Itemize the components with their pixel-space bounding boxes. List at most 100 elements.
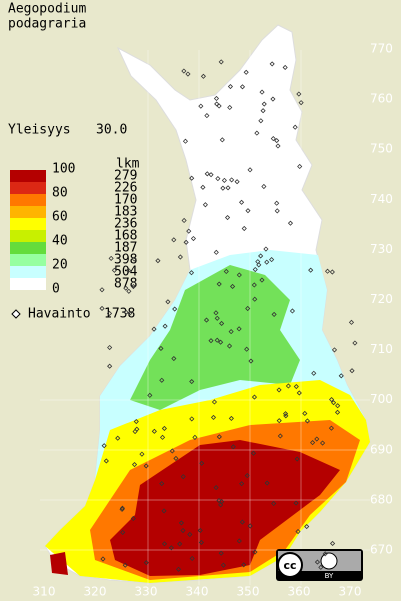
observation-symbol bbox=[159, 377, 165, 383]
observation-symbol bbox=[275, 143, 281, 149]
observation-symbol bbox=[264, 480, 270, 486]
observation-symbol bbox=[330, 540, 336, 547]
observation-symbol bbox=[236, 326, 242, 332]
observation-symbol bbox=[204, 171, 210, 177]
observation-symbol bbox=[314, 559, 321, 565]
legend-scale-label: 60 bbox=[52, 210, 68, 225]
observation-symbol bbox=[107, 363, 113, 369]
observation-symbol bbox=[245, 305, 251, 312]
zone-red-sw bbox=[50, 552, 68, 575]
observation-symbol bbox=[200, 184, 206, 190]
observation-symbol bbox=[314, 436, 320, 442]
legend-band bbox=[10, 218, 46, 230]
legend-band bbox=[10, 194, 46, 206]
observation-symbol bbox=[318, 564, 324, 570]
observation-symbol bbox=[126, 288, 132, 294]
observation-symbol bbox=[171, 355, 177, 362]
observation-symbol bbox=[213, 485, 219, 491]
observation-symbol bbox=[219, 320, 225, 327]
observation-symbol bbox=[263, 246, 269, 252]
x-axis-label: 350 bbox=[237, 585, 260, 599]
observation-symbol bbox=[328, 425, 334, 431]
observation-symbol bbox=[298, 100, 304, 106]
observation-symbol bbox=[134, 426, 140, 432]
legend-band bbox=[10, 266, 46, 278]
legend-band bbox=[10, 182, 46, 194]
observation-symbol bbox=[122, 562, 128, 568]
observation-symbol bbox=[183, 239, 189, 245]
observation-symbol bbox=[203, 317, 210, 323]
observation-symbol bbox=[261, 183, 267, 190]
observation-symbol bbox=[213, 95, 220, 102]
observation-symbol bbox=[181, 68, 187, 74]
y-axis-label: 690 bbox=[370, 442, 393, 456]
legend-count: 878 bbox=[114, 277, 137, 292]
observation-symbol bbox=[229, 177, 235, 183]
observation-symbol bbox=[218, 502, 224, 508]
by-text: BY bbox=[325, 572, 334, 580]
observation-symbol bbox=[218, 59, 224, 65]
observation-symbol bbox=[239, 199, 245, 205]
observation-symbol bbox=[172, 306, 178, 312]
observation-symbol bbox=[199, 460, 205, 466]
x-axis-label: 360 bbox=[288, 585, 311, 599]
observation-symbol bbox=[161, 541, 168, 547]
legend-count: 168 bbox=[114, 229, 137, 244]
observation-symbol bbox=[296, 91, 302, 97]
observation-symbol bbox=[130, 283, 136, 290]
observation-symbol bbox=[147, 392, 153, 398]
observation-symbol bbox=[182, 138, 189, 144]
observation-symbol bbox=[260, 108, 266, 114]
observation-symbol bbox=[216, 434, 222, 440]
observation-symbol bbox=[269, 61, 275, 67]
observation-symbol bbox=[185, 71, 191, 77]
observation-symbol bbox=[139, 451, 145, 457]
frequency-value: 30.0 bbox=[96, 123, 127, 138]
observation-symbol bbox=[241, 562, 247, 568]
observation-symbol bbox=[251, 282, 257, 288]
observation-symbol bbox=[131, 256, 137, 262]
observation-symbol bbox=[186, 228, 192, 234]
observation-symbol bbox=[123, 309, 129, 315]
observation-symbol bbox=[216, 281, 222, 287]
legend-band bbox=[10, 206, 46, 218]
observation-symbol bbox=[251, 394, 258, 400]
observation-symbol bbox=[101, 443, 107, 449]
observation-symbol bbox=[197, 527, 203, 534]
observation-symbol bbox=[227, 104, 233, 111]
observation-symbol bbox=[338, 373, 344, 379]
observation-symbol bbox=[310, 440, 316, 446]
observation-symbol bbox=[177, 254, 183, 260]
observation-symbol bbox=[261, 101, 267, 107]
observation-symbol bbox=[11, 309, 21, 319]
legend-count: 187 bbox=[114, 241, 137, 256]
observation-symbol bbox=[264, 259, 270, 265]
observation-symbol bbox=[115, 435, 121, 441]
observation-symbol bbox=[130, 515, 136, 522]
observation-symbol bbox=[162, 323, 168, 329]
observation-symbol bbox=[208, 338, 214, 344]
observation-symbol bbox=[213, 249, 219, 255]
observation-symbol bbox=[282, 411, 289, 417]
observation-symbol bbox=[274, 200, 280, 206]
y-axis-label: 740 bbox=[370, 192, 393, 206]
observation-symbol bbox=[226, 343, 233, 349]
observation-symbol bbox=[111, 267, 117, 273]
observation-symbol bbox=[189, 555, 195, 562]
observation-symbol bbox=[324, 268, 331, 274]
zone-green bbox=[130, 265, 300, 410]
observation-symbols bbox=[99, 59, 358, 572]
legend-count: 183 bbox=[114, 205, 137, 220]
y-axis-label: 720 bbox=[370, 292, 393, 306]
y-axis-label: 700 bbox=[370, 392, 393, 406]
y-axis-label: 670 bbox=[370, 543, 393, 557]
license-badge: cc BY bbox=[276, 549, 363, 581]
observation-symbol bbox=[161, 508, 167, 514]
legend-scale-label: 100 bbox=[52, 162, 75, 177]
observation-symbol bbox=[125, 267, 132, 273]
x-axis-label: 330 bbox=[135, 585, 158, 599]
observation-symbol bbox=[224, 214, 231, 221]
observation-symbol bbox=[255, 259, 261, 265]
observation-symbol bbox=[245, 208, 251, 214]
legend-scale-label: 20 bbox=[52, 258, 68, 273]
